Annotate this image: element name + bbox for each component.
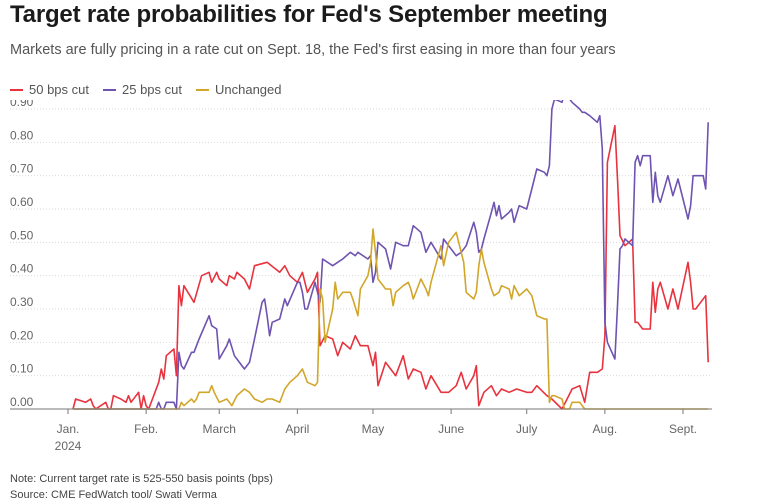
y-tick-label: 0.40 bbox=[10, 262, 34, 276]
chart-subtitle: Markets are fully pricing in a rate cut … bbox=[10, 42, 616, 58]
series-line-50bps-cut bbox=[72, 124, 709, 410]
x-tick-label: July bbox=[516, 422, 537, 436]
chart-title: Target rate probabilities for Fed's Sept… bbox=[10, 1, 608, 28]
y-tick-label: 0.20 bbox=[10, 328, 34, 342]
chart-source: Source: CME FedWatch tool/ Swati Verma bbox=[10, 489, 217, 501]
legend-label-unchanged: Unchanged bbox=[215, 82, 282, 97]
y-tick-label: 0.30 bbox=[10, 295, 34, 309]
x-tick-label: June bbox=[438, 422, 464, 436]
y-tick-label: 0.70 bbox=[10, 162, 34, 176]
chart-note: Note: Current target rate is 525-550 bas… bbox=[10, 473, 273, 485]
x-tick-label: May bbox=[362, 422, 385, 436]
x-tick-sublabel: 2024 bbox=[55, 439, 82, 453]
legend-label-50bps: 50 bps cut bbox=[29, 82, 89, 97]
legend-label-25bps: 25 bps cut bbox=[122, 82, 182, 97]
legend-swatch-25bps bbox=[103, 88, 116, 91]
x-tick-label: April bbox=[285, 422, 309, 436]
legend: 50 bps cut 25 bps cut Unchanged bbox=[10, 82, 282, 97]
legend-item-25bps: 25 bps cut bbox=[103, 82, 182, 97]
y-tick-label: 0.90 bbox=[10, 100, 34, 109]
y-tick-label: 0.60 bbox=[10, 195, 34, 209]
legend-swatch-unchanged bbox=[196, 88, 209, 91]
x-tick-label: Sept. bbox=[669, 422, 697, 436]
y-axis-ticks: 0.00 0.10 0.20 0.30 0.40 0.50 0.60 0.70 0.80 0.90 bbox=[10, 100, 34, 409]
legend-item-50bps: 50 bps cut bbox=[10, 82, 89, 97]
series-lines bbox=[72, 100, 709, 410]
x-tick-label: March bbox=[203, 422, 236, 436]
line-chart: 0.00 0.10 0.20 0.30 0.40 0.50 0.60 0.70 0.80 0.90… bbox=[10, 100, 712, 453]
x-tick-label: Feb. bbox=[134, 422, 158, 436]
legend-item-unchanged: Unchanged bbox=[196, 82, 282, 97]
y-tick-label: 0.50 bbox=[10, 228, 34, 242]
y-tick-label: 0.10 bbox=[10, 362, 34, 376]
gridlines bbox=[10, 108, 712, 377]
y-tick-label: 0.00 bbox=[10, 395, 34, 409]
x-axis: Jan. 2024 Feb. March April May June July Aug. Sep… bbox=[10, 408, 712, 453]
x-tick-label: Jan. bbox=[57, 422, 80, 436]
y-tick-label: 0.80 bbox=[10, 128, 34, 142]
x-tick-label: Aug. bbox=[593, 422, 618, 436]
series-line-unchanged bbox=[73, 228, 709, 410]
series-line-25bps-cut bbox=[73, 100, 709, 410]
legend-swatch-50bps bbox=[10, 88, 23, 91]
